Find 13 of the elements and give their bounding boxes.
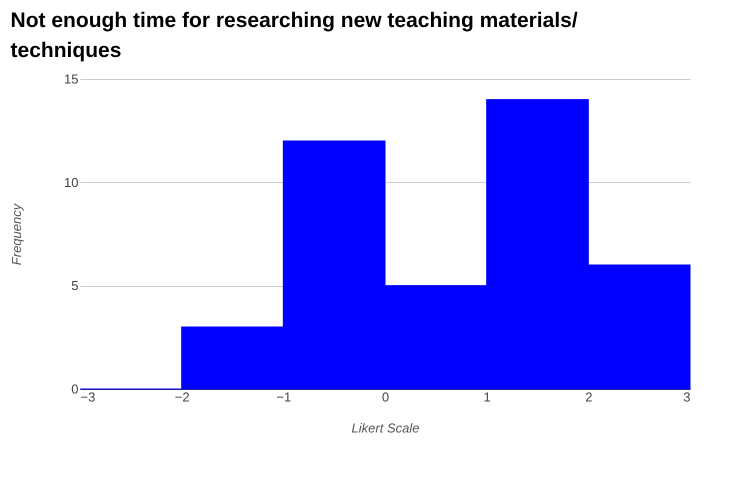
chart-title: Not enough time for researching new teaching materials/ techniques xyxy=(10,9,578,62)
x-tick-label: 0 xyxy=(382,390,390,404)
y-axis-title: Frequency xyxy=(9,202,24,266)
x-tick-label: 3 xyxy=(683,390,690,404)
x-tick-label: −2 xyxy=(174,390,190,404)
y-tick-label: 5 xyxy=(71,278,78,294)
x-tick-label: −1 xyxy=(276,390,292,404)
x-axis-title: Likert Scale xyxy=(352,420,420,436)
x-tick-label: 1 xyxy=(484,390,491,404)
x-tick-label: 2 xyxy=(585,390,592,404)
y-tick-label: 10 xyxy=(64,174,78,190)
y-tick-label: 15 xyxy=(64,72,78,86)
x-tick-label: −3 xyxy=(80,390,96,404)
